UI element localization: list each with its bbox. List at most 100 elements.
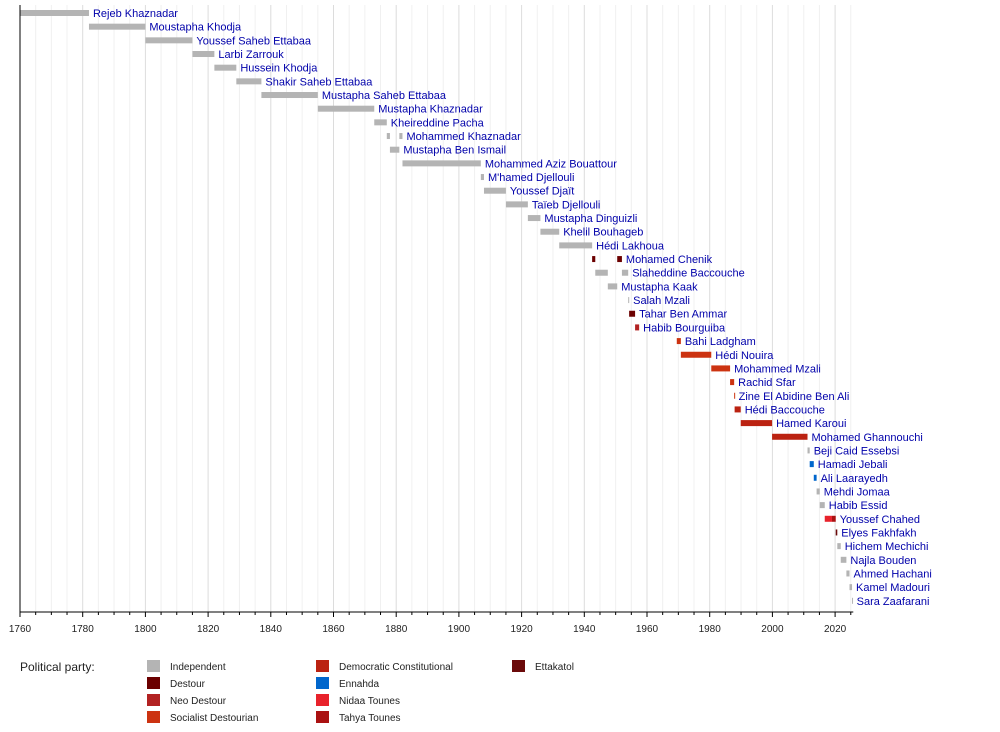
term-bar [192,51,215,58]
row-label: Mustapha Ben Ismail [403,145,506,157]
grid [19,5,852,612]
term-bar [389,146,400,153]
term-bar [676,338,681,345]
tick-label: 1880 [385,624,408,635]
row-label: Hédi Baccouche [745,404,825,416]
x-axis: 1760 1780 1800 1820 1840 1860 1880 1900 1920 1940… [9,5,854,635]
row-label: Mohamed Ghannouchi [812,432,923,444]
row-label: Youssef Djaït [510,186,574,198]
legend-swatch [147,694,160,706]
legend-swatch [147,660,160,672]
legend-label: Democratic Constitutional [339,662,453,673]
row-label: Salah Mzali [633,295,690,307]
legend-label: Tahya Tounes [339,713,401,724]
term-bar [846,570,850,577]
term-bar [261,92,318,99]
term-bar [680,351,712,358]
row-label: Slaheddine Baccouche [632,268,745,280]
legend-label: Independent [170,662,226,673]
row-label: Rejeb Khaznadar [93,8,178,20]
row-label: Hédi Nouira [715,350,774,362]
term-bar [819,502,825,509]
term-bar [807,447,810,454]
term-bar [595,269,608,276]
term-bar [317,105,375,112]
legend-swatch [147,711,160,723]
legend-swatch [316,660,329,672]
tick-label: 1960 [636,624,659,635]
term-bar [621,269,629,276]
row-label: Habib Essid [829,500,888,512]
row-label: Larbi Zarrouk [218,49,284,61]
term-bar [849,584,853,591]
tick-label: 1940 [573,624,596,635]
row-label: Hamed Karoui [776,418,846,430]
term-bar [635,324,640,331]
term-bar [835,529,838,536]
row-label: Youssef Saheb Ettabaa [196,35,311,47]
row-label: Mehdi Jomaa [824,486,891,498]
legend-label: Neo Destour [170,696,227,707]
tick-label: 1800 [134,624,157,635]
row-label: Mustapha Kaak [621,281,698,293]
row-label: Mustapha Saheb Ettabaa [322,90,447,102]
term-bar [734,406,741,413]
legend-title: Political party: [20,660,95,674]
term-bar [840,556,847,563]
term-bar [145,37,193,44]
row-label: Mohamed Chenik [626,254,713,266]
legend-label: Ennahda [339,679,379,690]
legend-swatch [512,660,525,672]
term-bar [740,420,773,427]
row-label: Kheireddine Pacha [391,117,485,129]
term-bar [480,174,484,181]
row-label: Mustapha Khaznadar [378,104,483,116]
row-label: Taïeb Djellouli [532,199,600,211]
row-label: Hamadi Jebali [818,459,888,471]
row-label: M'hamed Djellouli [488,172,574,184]
tick-label: 1980 [699,624,722,635]
term-bar [816,488,820,495]
tick-label: 1920 [510,624,533,635]
row-label: Kamel Madouri [856,582,930,594]
row-label: Mohammed Khaznadar [406,131,521,143]
row-label: Mohammed Aziz Bouattour [485,158,617,170]
legend-label: Ettakatol [535,662,574,673]
term-bar [852,597,854,604]
tick-label: 2000 [761,624,784,635]
tick-label: 1900 [448,624,471,635]
legend-swatch [316,711,329,723]
row-label: Hédi Lakhoua [596,240,665,252]
term-bar [824,515,832,522]
legend-swatch [316,677,329,689]
row-label: Mustapha Dinguizli [544,213,637,225]
row-label: Hussein Khodja [240,63,318,75]
term-bar [711,365,731,372]
tick-label: 1860 [322,624,345,635]
row-label: Shakir Saheb Ettabaa [265,76,373,88]
term-bar [20,10,89,16]
row-label: Moustapha Khodja [149,22,242,34]
term-bar [540,228,560,235]
legend-swatch [147,677,160,689]
term-bar [374,119,387,126]
legend-label: Destour [170,679,206,690]
term-bar [607,283,618,290]
tick-label: 1840 [260,624,283,635]
row-label: Tahar Ben Ammar [639,309,727,321]
term-bar [734,392,736,399]
row-label: Bahi Ladgham [685,336,756,348]
term-bar [629,310,636,317]
term-bar [559,242,593,249]
term-bar [772,433,808,440]
row-label: Beji Caid Essebsi [814,445,900,457]
row-label: Elyes Fakhfakh [841,527,916,539]
row-label: Ali Laarayedh [821,473,888,485]
term-bar [592,256,596,263]
legend-label: Nidaa Tounes [339,696,400,707]
row-label: Khelil Bouhageb [563,227,643,239]
row-label: Mohammed Mzali [734,363,821,375]
row-label: Sara Zaafarani [857,596,930,608]
